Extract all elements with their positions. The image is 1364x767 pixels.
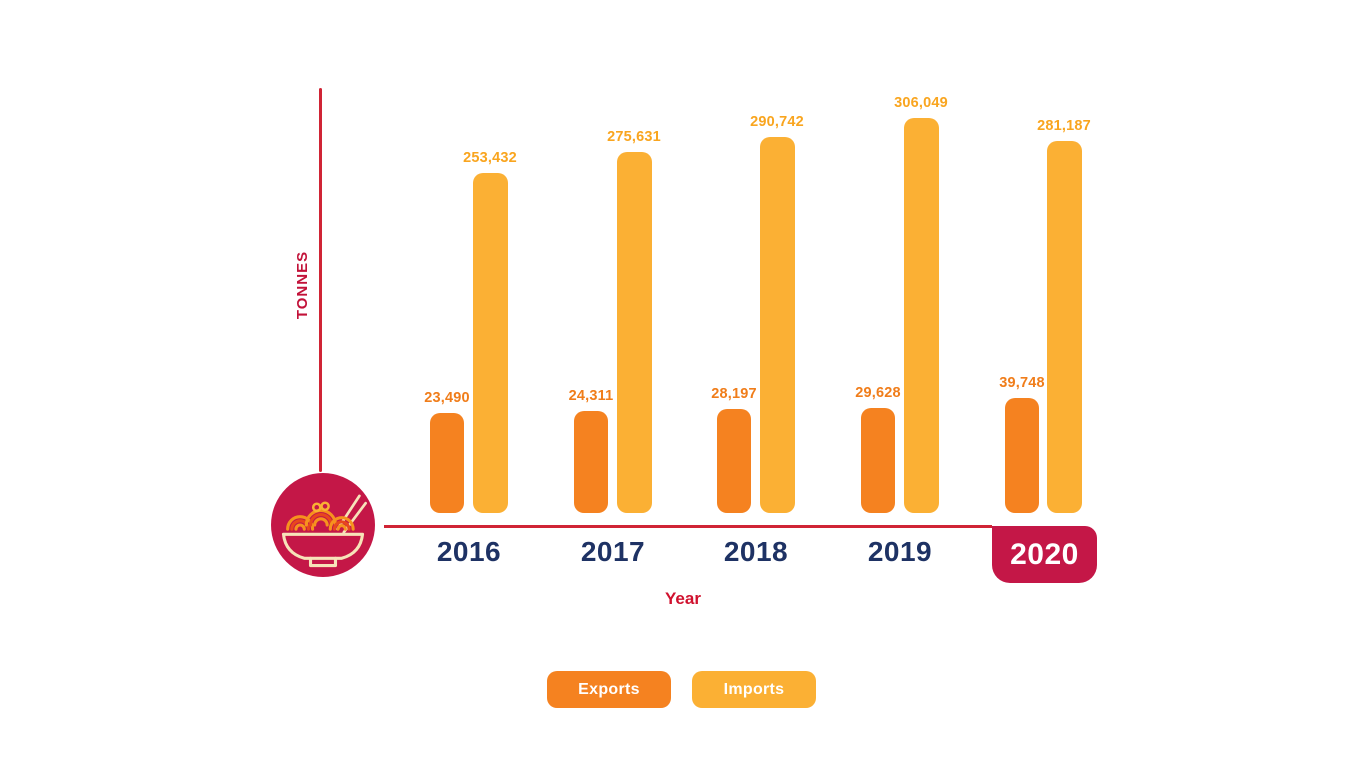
import-bar-2018	[760, 137, 795, 513]
import-value-2018: 290,742	[750, 114, 804, 130]
import-value-2016: 253,432	[463, 150, 517, 166]
import-bar-2017	[617, 152, 652, 513]
year-badge-2020: 2020	[992, 526, 1097, 583]
export-value-2017: 24,311	[568, 388, 614, 404]
y-axis-label: TONNES	[294, 250, 311, 320]
export-bar-2018	[717, 409, 751, 513]
export-bar-2020	[1005, 398, 1039, 513]
export-value-2018: 28,197	[711, 386, 757, 402]
export-value-2016: 23,490	[424, 390, 470, 406]
export-value-2019: 29,628	[855, 385, 901, 401]
import-bar-2019	[904, 118, 939, 513]
export-bar-2017	[574, 411, 608, 513]
year-label-2019: 2019	[867, 536, 933, 567]
export-bar-2016	[430, 413, 464, 513]
x-axis-line	[384, 525, 992, 528]
y-axis-line	[319, 88, 322, 472]
import-bar-2020	[1047, 141, 1082, 513]
legend-exports-pill: Exports	[547, 671, 671, 708]
x-axis-title: Year	[665, 589, 701, 608]
year-label-2016: 2016	[436, 536, 502, 567]
export-bar-2019	[861, 408, 895, 513]
legend-imports-pill: Imports	[692, 671, 816, 708]
year-label-2017: 2017	[580, 536, 646, 567]
legend: Exports Imports	[0, 671, 1364, 708]
import-bar-2016	[473, 173, 508, 513]
year-label-2018: 2018	[723, 536, 789, 567]
import-value-2019: 306,049	[894, 95, 948, 111]
noodle-bowl-icon	[271, 473, 375, 577]
import-value-2017: 275,631	[607, 129, 661, 145]
export-value-2020: 39,748	[999, 375, 1045, 391]
year-badge-label: 2020	[1010, 537, 1079, 571]
import-value-2020: 281,187	[1037, 118, 1091, 134]
